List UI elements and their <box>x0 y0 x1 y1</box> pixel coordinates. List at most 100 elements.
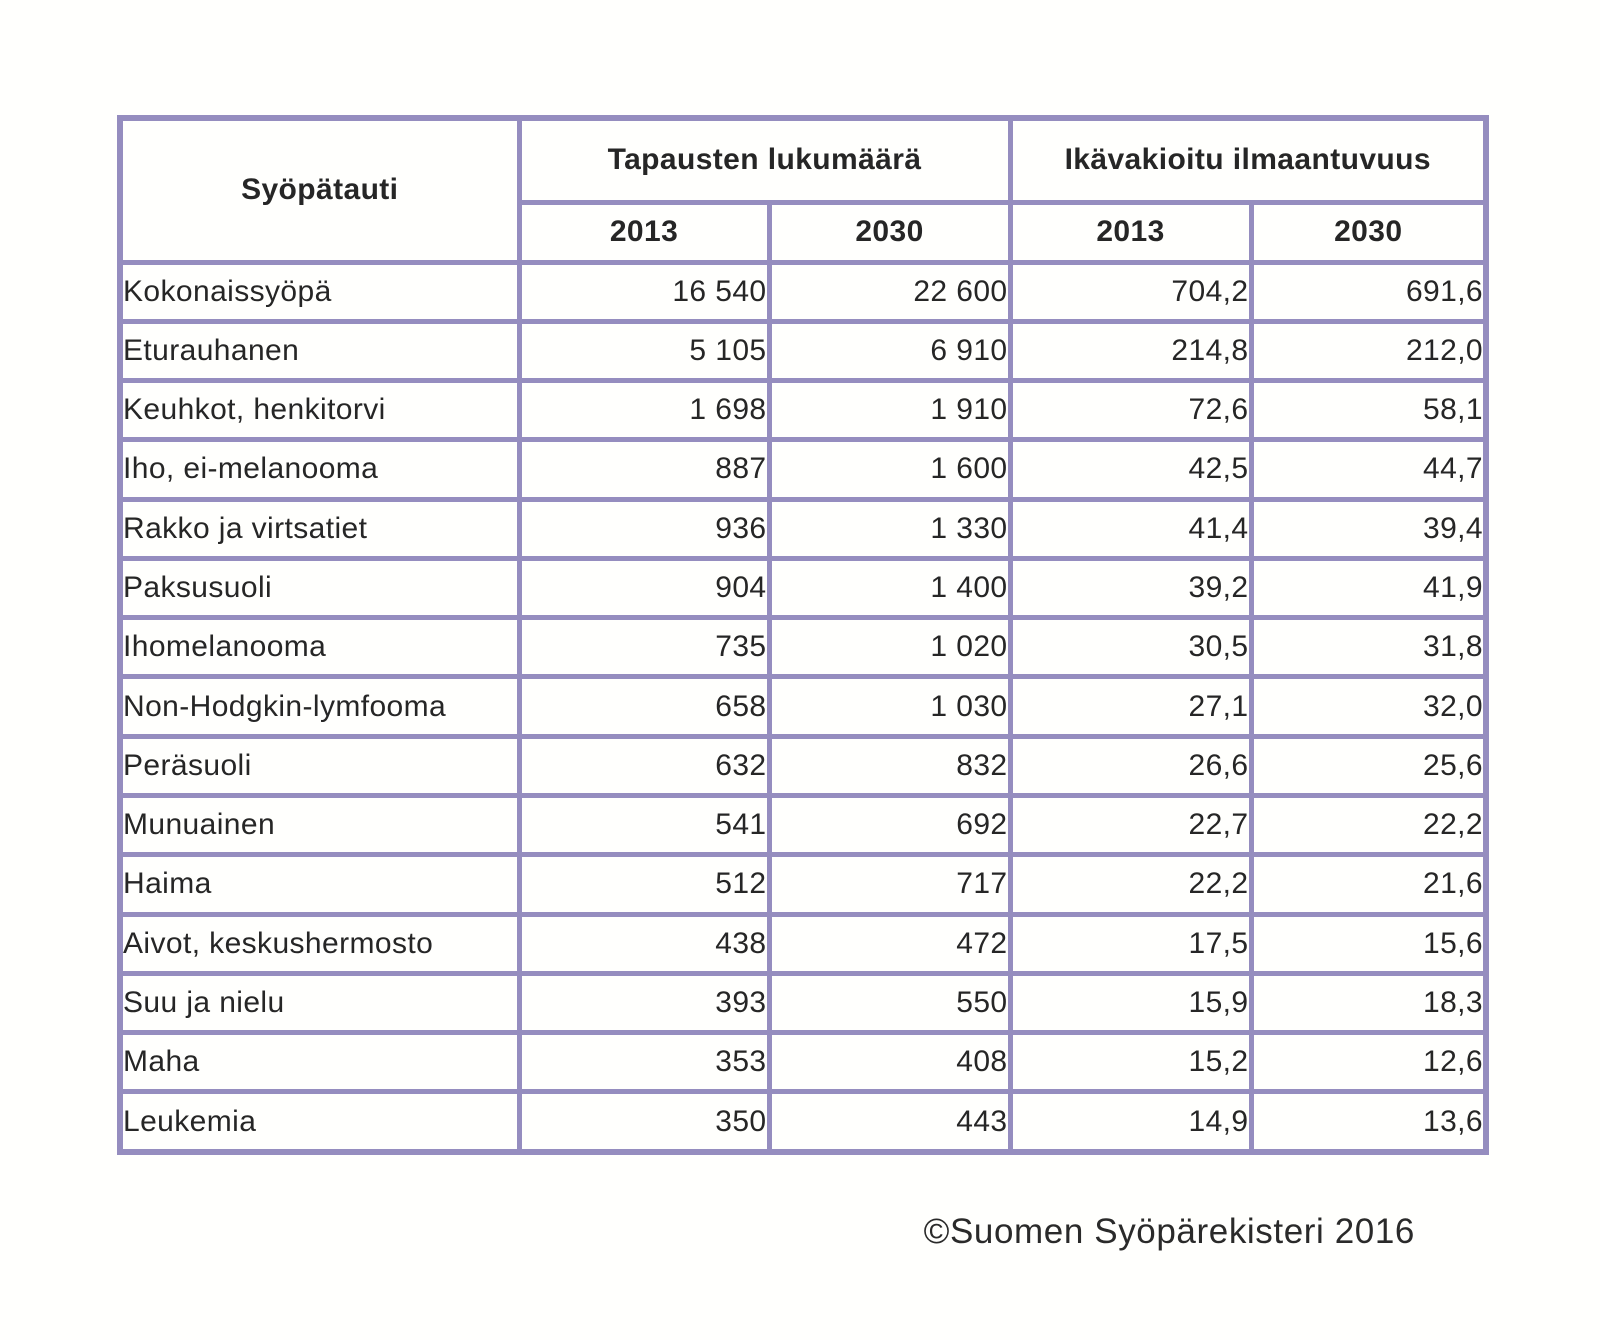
incidence-2013-cell: 22,2 <box>1007 852 1254 917</box>
incidence-2013-cell: 27,1 <box>1007 674 1254 739</box>
table-row: Iho, ei-melanooma 887 1 600 42,5 44,7 <box>117 437 1489 502</box>
cases-2013-cell: 1 698 <box>516 378 772 443</box>
cases-2013-cell: 658 <box>516 674 772 739</box>
cases-2013-cell: 735 <box>516 615 772 680</box>
disease-cell: Kokonaissyöpä <box>117 259 522 324</box>
disease-cell: Aivot, keskushermosto <box>117 911 522 976</box>
cases-2030-cell: 832 <box>766 733 1013 799</box>
disease-cell: Maha <box>117 1030 522 1095</box>
incidence-2013-cell: 15,2 <box>1007 1030 1254 1095</box>
column-header-disease: Syöpätauti <box>117 115 522 265</box>
column-group-header-cases: Tapausten lukumäärä <box>516 115 1013 205</box>
cases-2013-cell: 5 105 <box>516 318 772 384</box>
cases-2013-cell: 438 <box>516 911 772 976</box>
disease-cell: Rakko ja virtsatiet <box>117 496 522 561</box>
incidence-2013-cell: 214,8 <box>1007 318 1254 384</box>
cases-2013-cell: 393 <box>516 970 772 1036</box>
incidence-2030-cell: 44,7 <box>1248 437 1489 502</box>
cases-2030-cell: 22 600 <box>766 259 1013 324</box>
cases-2013-cell: 353 <box>516 1030 772 1095</box>
disease-cell: Ihomelanooma <box>117 615 522 680</box>
incidence-2030-cell: 31,8 <box>1248 615 1489 680</box>
cases-2013-cell: 541 <box>516 793 772 858</box>
incidence-2030-cell: 15,6 <box>1248 911 1489 976</box>
table-row: Ihomelanooma 735 1 020 30,5 31,8 <box>117 615 1489 680</box>
incidence-2030-cell: 12,6 <box>1248 1030 1489 1095</box>
incidence-2030-cell: 18,3 <box>1248 970 1489 1036</box>
cases-2013-cell: 16 540 <box>516 259 772 324</box>
cases-2030-cell: 408 <box>766 1030 1013 1095</box>
incidence-2013-cell: 41,4 <box>1007 496 1254 561</box>
column-group-header-incidence: Ikävakioitu ilmaantuvuus <box>1007 115 1489 205</box>
cases-2013-cell: 512 <box>516 852 772 917</box>
incidence-2030-cell: 22,2 <box>1248 793 1489 858</box>
cases-2030-cell: 1 020 <box>766 615 1013 680</box>
cases-2030-cell: 550 <box>766 970 1013 1036</box>
cases-2030-cell: 1 910 <box>766 378 1013 443</box>
copyright-credit: ©Suomen Syöpärekisteri 2016 <box>923 1212 1415 1251</box>
incidence-2013-cell: 72,6 <box>1007 378 1254 443</box>
incidence-2013-cell: 42,5 <box>1007 437 1254 502</box>
incidence-2013-cell: 39,2 <box>1007 555 1254 621</box>
disease-cell: Non-Hodgkin-lymfooma <box>117 674 522 739</box>
table-row: Haima 512 717 22,2 21,6 <box>117 852 1489 917</box>
incidence-2030-cell: 32,0 <box>1248 674 1489 739</box>
disease-cell: Leukemia <box>117 1089 522 1155</box>
column-header-cases-2013: 2013 <box>516 199 772 265</box>
table-row: Kokonaissyöpä 16 540 22 600 704,2 691,6 <box>117 259 1489 324</box>
table-header-row-groups: Syöpätauti Tapausten lukumäärä Ikävakioi… <box>117 115 1489 265</box>
disease-cell: Peräsuoli <box>117 733 522 799</box>
disease-cell: Paksusuoli <box>117 555 522 621</box>
cases-2030-cell: 443 <box>766 1089 1013 1155</box>
incidence-2030-cell: 13,6 <box>1248 1089 1489 1155</box>
disease-cell: Eturauhanen <box>117 318 522 384</box>
cases-2013-cell: 632 <box>516 733 772 799</box>
incidence-2030-cell: 25,6 <box>1248 733 1489 799</box>
cases-2013-cell: 904 <box>516 555 772 621</box>
cases-2030-cell: 472 <box>766 911 1013 976</box>
table-row: Non-Hodgkin-lymfooma 658 1 030 27,1 32,0 <box>117 674 1489 739</box>
incidence-2030-cell: 58,1 <box>1248 378 1489 443</box>
cases-2030-cell: 6 910 <box>766 318 1013 384</box>
incidence-2013-cell: 704,2 <box>1007 259 1254 324</box>
table-row: Maha 353 408 15,2 12,6 <box>117 1030 1489 1095</box>
table-row: Suu ja nielu 393 550 15,9 18,3 <box>117 970 1489 1036</box>
incidence-2013-cell: 22,7 <box>1007 793 1254 858</box>
table-row: Aivot, keskushermosto 438 472 17,5 15,6 <box>117 911 1489 976</box>
cases-2013-cell: 887 <box>516 437 772 502</box>
cancer-statistics-table: Syöpätauti Tapausten lukumäärä Ikävakioi… <box>117 115 1490 1155</box>
incidence-2013-cell: 30,5 <box>1007 615 1254 680</box>
cases-2030-cell: 1 600 <box>766 437 1013 502</box>
disease-cell: Suu ja nielu <box>117 970 522 1036</box>
disease-cell: Iho, ei-melanooma <box>117 437 522 502</box>
table-row: Munuainen 541 692 22,7 22,2 <box>117 793 1489 858</box>
cases-2030-cell: 1 030 <box>766 674 1013 739</box>
disease-cell: Haima <box>117 852 522 917</box>
cases-2030-cell: 692 <box>766 793 1013 858</box>
disease-cell: Keuhkot, henkitorvi <box>117 378 522 443</box>
cases-2030-cell: 717 <box>766 852 1013 917</box>
table-row: Eturauhanen 5 105 6 910 214,8 212,0 <box>117 318 1489 384</box>
table-row: Leukemia 350 443 14,9 13,6 <box>117 1089 1489 1155</box>
cases-2013-cell: 936 <box>516 496 772 561</box>
column-header-incidence-2013: 2013 <box>1007 199 1254 265</box>
cases-2030-cell: 1 330 <box>766 496 1013 561</box>
incidence-2030-cell: 39,4 <box>1248 496 1489 561</box>
table-header-row-years: 2013 2030 2013 2030 <box>120 199 1489 265</box>
disease-cell: Munuainen <box>117 793 522 858</box>
incidence-2013-cell: 26,6 <box>1007 733 1254 799</box>
incidence-2013-cell: 15,9 <box>1007 970 1254 1036</box>
table-row: Paksusuoli 904 1 400 39,2 41,9 <box>117 555 1489 621</box>
table-row: Peräsuoli 632 832 26,6 25,6 <box>117 733 1489 799</box>
table-row: Rakko ja virtsatiet 936 1 330 41,4 39,4 <box>117 496 1489 561</box>
table-row: Keuhkot, henkitorvi 1 698 1 910 72,6 58,… <box>117 378 1489 443</box>
column-header-cases-2030: 2030 <box>766 199 1013 265</box>
column-header-incidence-2030: 2030 <box>1248 199 1489 265</box>
cases-2030-cell: 1 400 <box>766 555 1013 621</box>
incidence-2013-cell: 17,5 <box>1007 911 1254 976</box>
incidence-2013-cell: 14,9 <box>1007 1089 1254 1155</box>
cases-2013-cell: 350 <box>516 1089 772 1155</box>
incidence-2030-cell: 212,0 <box>1248 318 1489 384</box>
incidence-2030-cell: 21,6 <box>1248 852 1489 917</box>
